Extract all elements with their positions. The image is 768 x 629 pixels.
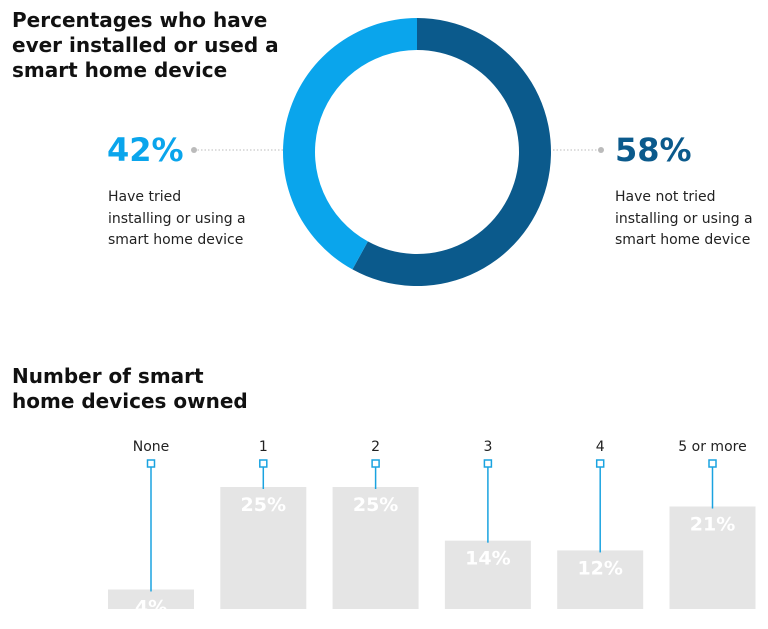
connector-marker xyxy=(146,459,156,468)
donut-segment xyxy=(352,18,551,287)
value-label: 14% xyxy=(465,548,510,570)
donut-segment xyxy=(283,18,417,270)
value-label: 25% xyxy=(353,494,398,516)
value-label: 4% xyxy=(135,596,167,618)
x-tick-label: 1 xyxy=(259,439,268,455)
bar xyxy=(669,506,756,609)
chart-title: Number of smart home devices owned xyxy=(12,364,248,413)
category-label: Have tried installing or using a smart h… xyxy=(108,189,246,248)
x-tick-label: None xyxy=(133,439,170,455)
connector-marker xyxy=(483,459,493,468)
bar xyxy=(220,487,307,609)
value-label: 12% xyxy=(577,557,622,579)
leader-dot xyxy=(598,147,604,153)
x-tick-label: 5 or more xyxy=(678,439,746,455)
value-label: 25% xyxy=(241,494,286,516)
connector-marker xyxy=(595,459,605,468)
leader-dot xyxy=(191,147,197,153)
connector-marker xyxy=(371,459,380,468)
value-label: 21% xyxy=(690,514,735,536)
x-tick-label: 2 xyxy=(371,439,380,455)
x-tick-label: 4 xyxy=(596,439,605,455)
x-tick-label: 3 xyxy=(483,439,492,455)
bar xyxy=(108,589,194,609)
connector-marker xyxy=(708,459,717,468)
bar xyxy=(557,550,644,609)
percent-label: 42% xyxy=(107,131,184,169)
category-label: Have not tried installing or using a sma… xyxy=(615,189,753,248)
chart-title: Percentages who have ever installed or u… xyxy=(12,8,279,82)
connector-marker xyxy=(259,459,268,468)
bar xyxy=(444,540,531,609)
percent-label: 58% xyxy=(615,131,692,169)
bar xyxy=(332,487,419,609)
